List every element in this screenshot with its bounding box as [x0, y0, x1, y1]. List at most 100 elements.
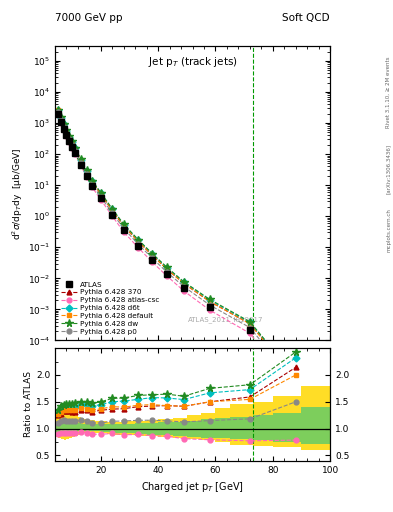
Pythia 6.428 370 — [208, 298, 212, 305]
Pythia 6.428 d6t — [55, 107, 60, 113]
Pythia 6.428 dw — [59, 114, 63, 120]
ATLAS — [73, 150, 77, 156]
Pythia 6.428 atlas-csc — [73, 151, 77, 157]
Pythia 6.428 370 — [67, 134, 72, 140]
Pythia 6.428 p0 — [164, 269, 169, 275]
Pythia 6.428 d6t — [84, 168, 89, 174]
Pythia 6.428 dw — [150, 251, 155, 257]
Pythia 6.428 370 — [84, 168, 89, 175]
Pythia 6.428 atlas-csc — [70, 145, 75, 151]
Pythia 6.428 dw — [110, 206, 115, 212]
Pythia 6.428 p0 — [79, 160, 83, 166]
ATLAS — [121, 227, 126, 233]
ATLAS — [90, 183, 95, 189]
Pythia 6.428 d6t — [73, 145, 77, 151]
Pythia 6.428 p0 — [55, 110, 60, 116]
Pythia 6.428 default — [59, 115, 63, 121]
Pythia 6.428 p0 — [90, 181, 95, 187]
Pythia 6.428 default — [182, 281, 186, 287]
Pythia 6.428 default — [110, 207, 115, 214]
Pythia 6.428 p0 — [136, 241, 140, 247]
Pythia 6.428 d6t — [61, 121, 66, 127]
Pythia 6.428 atlas-csc — [59, 120, 63, 126]
Pythia 6.428 default — [67, 134, 72, 140]
Pythia 6.428 p0 — [84, 171, 89, 177]
ATLAS — [136, 243, 140, 249]
Y-axis label: d$^2\sigma$/dp$_{T}$dy  [μb/GeV]: d$^2\sigma$/dp$_{T}$dy [μb/GeV] — [11, 147, 25, 240]
ATLAS — [67, 138, 72, 144]
Pythia 6.428 atlas-csc — [182, 288, 186, 294]
Pythia 6.428 d6t — [64, 128, 69, 134]
Pythia 6.428 370 — [121, 223, 126, 229]
Pythia 6.428 dw — [164, 264, 169, 270]
Line: Pythia 6.428 atlas-csc: Pythia 6.428 atlas-csc — [55, 113, 298, 394]
Pythia 6.428 default — [79, 157, 83, 163]
Pythia 6.428 370 — [64, 129, 69, 135]
Pythia 6.428 default — [99, 191, 103, 197]
ATLAS — [182, 285, 186, 291]
ATLAS — [164, 271, 169, 277]
Pythia 6.428 p0 — [61, 124, 66, 130]
Pythia 6.428 dw — [136, 237, 140, 243]
Pythia 6.428 default — [150, 252, 155, 259]
Pythia 6.428 370 — [136, 238, 140, 244]
Pythia 6.428 d6t — [121, 222, 126, 228]
ATLAS — [61, 126, 66, 132]
Pythia 6.428 370 — [70, 140, 75, 146]
ATLAS — [110, 212, 115, 218]
Text: 7000 GeV pp: 7000 GeV pp — [55, 13, 123, 23]
Pythia 6.428 d6t — [208, 297, 212, 303]
Pythia 6.428 atlas-csc — [164, 273, 169, 279]
Pythia 6.428 default — [64, 129, 69, 135]
Pythia 6.428 p0 — [99, 194, 103, 200]
Pythia 6.428 370 — [61, 122, 66, 128]
Pythia 6.428 atlas-csc — [84, 174, 89, 180]
Text: Jet p$_T$ (track jets): Jet p$_T$ (track jets) — [148, 55, 237, 69]
ATLAS — [293, 386, 298, 392]
Pythia 6.428 atlas-csc — [208, 307, 212, 313]
Pythia 6.428 dw — [61, 121, 66, 127]
Pythia 6.428 d6t — [70, 139, 75, 145]
Pythia 6.428 d6t — [150, 251, 155, 257]
Pythia 6.428 dw — [99, 189, 103, 196]
Pythia 6.428 370 — [55, 108, 60, 114]
Pythia 6.428 default — [136, 238, 140, 244]
Pythia 6.428 dw — [248, 318, 252, 325]
Pythia 6.428 dw — [90, 178, 95, 184]
Pythia 6.428 d6t — [67, 134, 72, 140]
Pythia 6.428 default — [84, 168, 89, 175]
Pythia 6.428 p0 — [73, 148, 77, 154]
ATLAS — [55, 111, 60, 117]
Line: ATLAS: ATLAS — [55, 111, 299, 392]
ATLAS — [248, 327, 252, 333]
Pythia 6.428 atlas-csc — [90, 184, 95, 190]
Pythia 6.428 370 — [182, 281, 186, 287]
Pythia 6.428 370 — [99, 191, 103, 197]
ATLAS — [150, 257, 155, 263]
Line: Pythia 6.428 d6t: Pythia 6.428 d6t — [55, 108, 298, 380]
Pythia 6.428 370 — [110, 208, 115, 214]
Pythia 6.428 p0 — [70, 142, 75, 148]
Pythia 6.428 d6t — [90, 178, 95, 184]
ATLAS — [70, 143, 75, 150]
Text: mcplots.cern.ch: mcplots.cern.ch — [386, 208, 391, 252]
Pythia 6.428 dw — [121, 221, 126, 227]
Pythia 6.428 default — [248, 321, 252, 327]
Pythia 6.428 370 — [248, 321, 252, 327]
Pythia 6.428 atlas-csc — [136, 245, 140, 251]
Pythia 6.428 370 — [73, 146, 77, 152]
Pythia 6.428 atlas-csc — [293, 389, 298, 395]
Pythia 6.428 dw — [84, 167, 89, 174]
ATLAS — [84, 173, 89, 179]
Text: Soft QCD: Soft QCD — [283, 13, 330, 23]
Pythia 6.428 370 — [90, 179, 95, 185]
Y-axis label: Ratio to ATLAS: Ratio to ATLAS — [24, 372, 33, 437]
ATLAS — [59, 119, 63, 125]
Pythia 6.428 d6t — [79, 157, 83, 163]
ATLAS — [79, 161, 83, 167]
Pythia 6.428 p0 — [67, 136, 72, 142]
Pythia 6.428 p0 — [110, 210, 115, 216]
Pythia 6.428 atlas-csc — [67, 139, 72, 145]
Pythia 6.428 default — [208, 298, 212, 305]
Pythia 6.428 default — [121, 223, 126, 229]
